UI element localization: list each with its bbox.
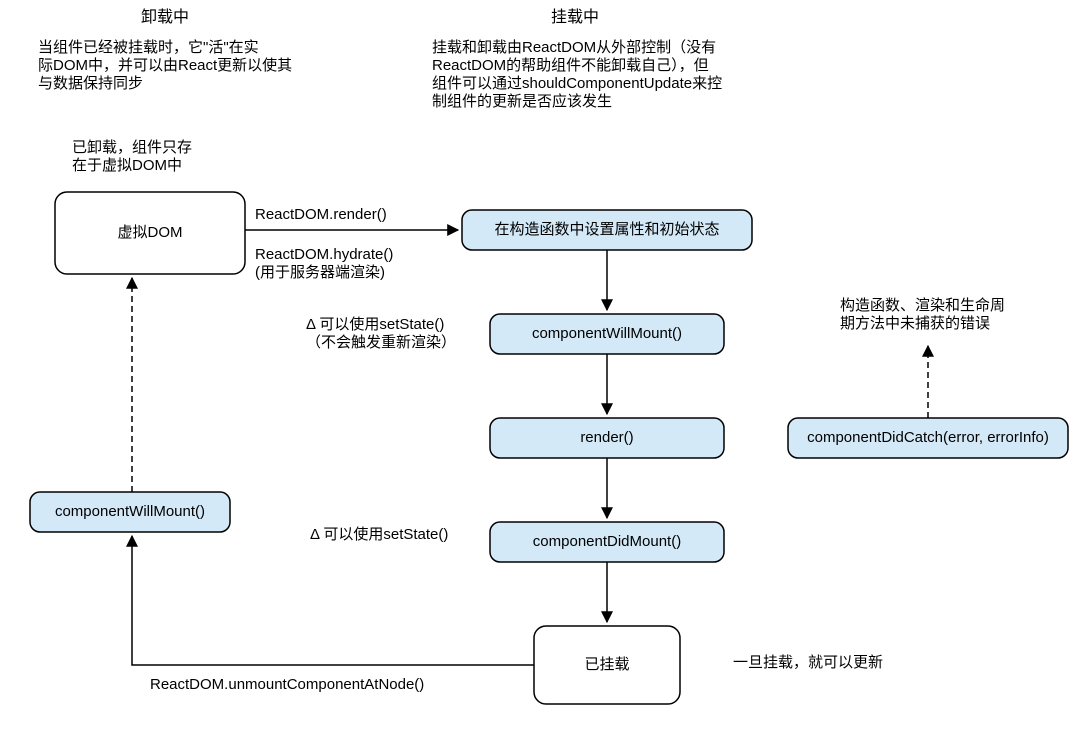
node-component-did-catch: componentDidCatch(error, errorInfo) [788,418,1068,458]
edge-mounted-to-cwu [132,536,534,665]
anno-mounted-side: 一旦挂载，就可以更新 [733,654,883,671]
node-component-will-mount: componentWillMount() [490,314,724,354]
svg-text:componentDidMount(): componentDidMount() [533,533,681,550]
node-constructor: 在构造函数中设置属性和初始状态 [462,210,752,250]
anno-vdom-top: 已卸载，组件只存 在于虚拟DOM中 [72,139,196,174]
anno-unmount-edge: ReactDOM.unmountComponentAtNode() [150,676,424,693]
desc-left: 当组件已经被挂载时，它"活"在实 际DOM中，并可以由React更新以使其 与数… [38,38,296,92]
svg-text:componentDidCatch(error, error: componentDidCatch(error, errorInfo) [807,429,1049,446]
svg-text:componentWillMount(): componentWillMount() [532,325,682,342]
svg-text:render(): render() [580,429,633,446]
title-unmounting: 卸载中 [141,8,189,26]
svg-text:componentWillMount(): componentWillMount() [55,503,205,520]
desc-right: 挂载和卸载由ReactDOM从外部控制（没有 ReactDOM的帮助组件不能卸载… [432,39,726,110]
node-render: render() [490,418,724,458]
node-vdom: 虚拟DOM [55,192,245,274]
anno-hydrate-edge: ReactDOM.hydrate() (用于服务器端渲染) [255,246,398,281]
svg-text:虚拟DOM: 虚拟DOM [118,224,183,241]
anno-cdm-side: Δ 可以使用setState() [310,526,448,543]
flowchart-canvas: 卸载中 挂载中 当组件已经被挂载时，它"活"在实 际DOM中，并可以由React… [0,0,1076,743]
svg-text:在构造函数中设置属性和初始状态: 在构造函数中设置属性和初始状态 [494,221,719,238]
svg-text:已挂载: 已挂载 [584,656,629,673]
anno-cdc-top: 构造函数、渲染和生命周 期方法中未捕获的错误 [840,296,1009,332]
node-mounted: 已挂载 [534,626,680,704]
anno-render-edge: ReactDOM.render() [255,206,387,223]
node-component-will-unmount: componentWillMount() [30,492,230,532]
anno-cwm-side: Δ 可以使用setState() （不会触发重新渲染） [306,316,456,351]
title-mounting: 挂载中 [551,8,599,26]
node-component-did-mount: componentDidMount() [490,522,724,562]
